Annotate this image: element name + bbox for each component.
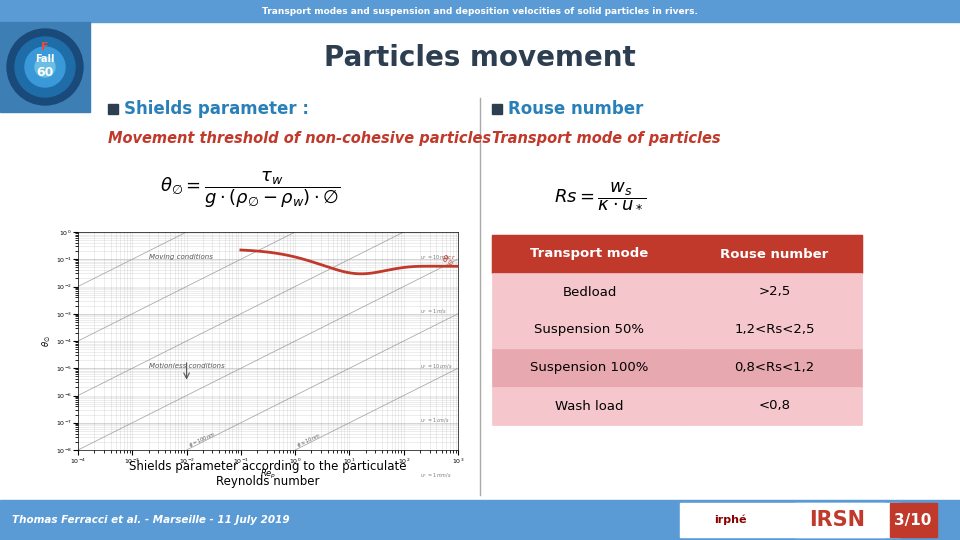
Bar xyxy=(795,503,885,537)
Circle shape xyxy=(25,47,65,87)
Text: Motionless conditions: Motionless conditions xyxy=(149,363,225,369)
Text: 60: 60 xyxy=(36,65,54,78)
Bar xyxy=(108,104,118,114)
Bar xyxy=(492,349,687,387)
Text: Transport mode of particles: Transport mode of particles xyxy=(492,131,721,145)
Bar xyxy=(492,235,687,273)
Text: Reynolds number: Reynolds number xyxy=(216,475,320,488)
Text: Wash load: Wash load xyxy=(555,400,624,413)
Text: Suspension 50%: Suspension 50% xyxy=(535,323,644,336)
Bar xyxy=(492,387,687,425)
Text: 0,8<Rs<1,2: 0,8<Rs<1,2 xyxy=(734,361,815,375)
Text: $\theta_\varnothing = \dfrac{\tau_w}{g \cdot (\rho_\varnothing - \rho_w) \cdot \: $\theta_\varnothing = \dfrac{\tau_w}{g \… xyxy=(159,170,340,210)
Bar xyxy=(0,0,960,22)
Text: $Rs = \dfrac{w_s}{\kappa \cdot u_*}$: $Rs = \dfrac{w_s}{\kappa \cdot u_*}$ xyxy=(554,180,646,210)
Bar xyxy=(890,503,937,537)
Bar xyxy=(0,500,960,540)
Bar xyxy=(492,104,502,114)
X-axis label: $Re_p$: $Re_p$ xyxy=(260,468,276,482)
Text: Particles movement: Particles movement xyxy=(324,44,636,72)
Y-axis label: $\theta_\varnothing$: $\theta_\varnothing$ xyxy=(40,335,53,347)
Text: $u_*=1\,mm/s$: $u_*=1\,mm/s$ xyxy=(420,471,452,478)
Text: Rouse number: Rouse number xyxy=(508,100,643,118)
Text: Shields parameter :: Shields parameter : xyxy=(124,100,309,118)
Bar xyxy=(687,235,862,273)
Text: $u_*=10\,m/s$: $u_*=10\,m/s$ xyxy=(420,253,450,261)
Text: Movement threshold of non-cohesive particles: Movement threshold of non-cohesive parti… xyxy=(108,131,492,145)
Bar xyxy=(680,503,900,537)
Bar xyxy=(492,273,687,311)
Text: IRSN: IRSN xyxy=(809,510,865,530)
Text: Thomas Ferracci et al. - Marseille - 11 July 2019: Thomas Ferracci et al. - Marseille - 11 … xyxy=(12,515,290,525)
Text: Rouse number: Rouse number xyxy=(720,247,828,260)
Bar xyxy=(687,273,862,311)
Text: $\theta_\varnothing^{cr}$: $\theta_\varnothing^{cr}$ xyxy=(442,254,455,268)
Text: 1,2<Rs<2,5: 1,2<Rs<2,5 xyxy=(734,323,815,336)
Text: <0,8: <0,8 xyxy=(758,400,790,413)
Text: Suspension 100%: Suspension 100% xyxy=(530,361,649,375)
Circle shape xyxy=(35,57,55,77)
Text: irphé: irphé xyxy=(713,515,746,525)
Bar xyxy=(492,311,687,349)
Circle shape xyxy=(15,37,75,97)
Text: Shields parameter according to the particulate: Shields parameter according to the parti… xyxy=(130,460,407,473)
Text: Transport mode: Transport mode xyxy=(530,247,649,260)
Text: Transport modes and suspension and deposition velocities of solid particles in r: Transport modes and suspension and depos… xyxy=(262,6,698,16)
Text: $u_*=1\,m/s$: $u_*=1\,m/s$ xyxy=(420,307,447,315)
Text: $u_*=1\,cm/s$: $u_*=1\,cm/s$ xyxy=(420,416,449,424)
Text: >2,5: >2,5 xyxy=(758,286,791,299)
Text: $u_*=10\,cm/s$: $u_*=10\,cm/s$ xyxy=(420,362,453,369)
Bar xyxy=(492,235,862,273)
Text: Moving conditions: Moving conditions xyxy=(149,254,212,260)
Text: 3/10: 3/10 xyxy=(895,512,932,528)
Bar xyxy=(687,387,862,425)
Text: $\phi=100\,nm$: $\phi=100\,nm$ xyxy=(187,429,217,450)
Bar xyxy=(687,349,862,387)
Bar xyxy=(687,311,862,349)
Text: F: F xyxy=(41,42,49,52)
Text: Fall: Fall xyxy=(36,54,55,64)
Bar xyxy=(0,22,90,112)
Text: Bedload: Bedload xyxy=(563,286,616,299)
Circle shape xyxy=(7,29,83,105)
Text: $\phi\approx10\,nm$: $\phi\approx10\,nm$ xyxy=(296,431,323,450)
